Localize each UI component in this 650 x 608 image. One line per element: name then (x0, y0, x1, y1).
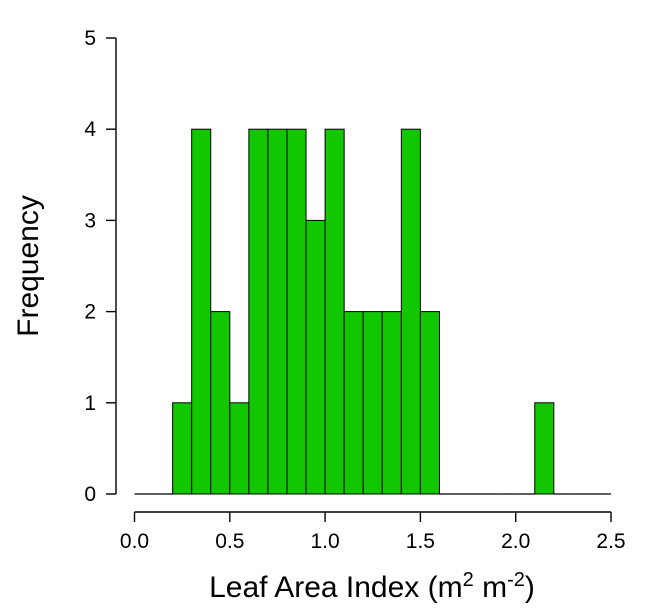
histogram-bar (248, 128, 269, 495)
histogram-bar (229, 402, 250, 495)
x-axis-ticks: 0.0 0.5 1.0 1.5 2.0 2.5 (120, 512, 626, 553)
y-tick-label: 5 (84, 27, 96, 50)
y-axis-ticks: 0 1 2 3 4 5 (84, 27, 116, 506)
histogram-bar (286, 128, 307, 495)
histogram-bar (324, 128, 345, 495)
x-tick-label: 1.0 (310, 530, 339, 553)
histogram-bar (362, 311, 383, 495)
x-tick-label: 0.5 (215, 530, 244, 553)
histogram-bar (343, 311, 364, 495)
histogram-bar (267, 128, 288, 495)
histogram-bar (210, 311, 231, 495)
x-tick-label: 1.5 (406, 530, 435, 553)
histogram-bar (419, 311, 440, 495)
x-axis-title: Leaf Area Index (m2 m-2) (209, 569, 535, 604)
x-tick-label: 2.0 (501, 530, 530, 553)
histogram-bar (381, 311, 402, 495)
x-tick-label: 0.0 (120, 530, 149, 553)
y-tick-label: 0 (84, 483, 96, 506)
x-axis-title-end: ) (525, 571, 535, 604)
x-tick-label: 2.5 (596, 530, 625, 553)
x-axis-title-mid: m (474, 571, 507, 604)
y-tick-label: 4 (84, 118, 96, 141)
y-axis-title: Frequency (12, 195, 45, 337)
histogram-bar (305, 219, 326, 495)
x-axis-title-main: Leaf Area Index (m (209, 571, 462, 604)
x-axis-title-sup-2: -2 (507, 569, 525, 591)
y-tick-label: 1 (84, 392, 96, 415)
histogram-bar (172, 402, 193, 495)
histogram-bar (534, 402, 555, 495)
y-tick-label: 3 (84, 209, 96, 232)
bars-group (172, 128, 555, 495)
histogram-bar (191, 128, 212, 495)
y-tick-label: 2 (84, 301, 96, 324)
x-axis-title-sup-1: 2 (463, 569, 474, 591)
histogram-bar (400, 128, 421, 495)
